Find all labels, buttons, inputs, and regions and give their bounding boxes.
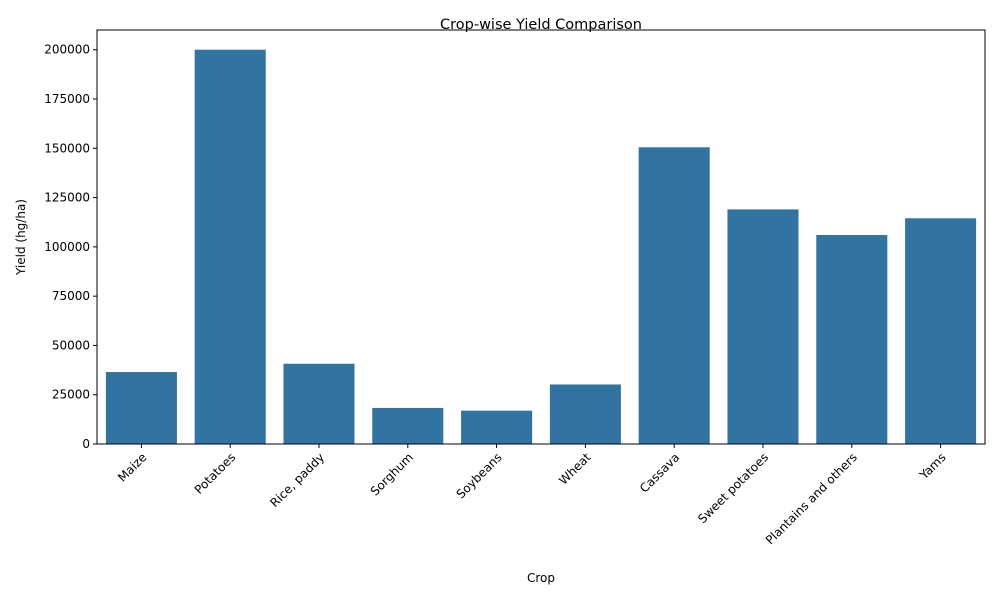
x-axis-ticks: Maize Potatoes Rice, paddy Sorghum Soybeans W…: [115, 444, 949, 547]
bar-maize: [105, 372, 177, 444]
y-axis-label: Yield (hg/ha): [14, 199, 28, 276]
y-tick-label: 175000: [44, 92, 90, 106]
bar-cassava: [638, 147, 710, 445]
y-tick-label: 125000: [44, 191, 90, 205]
y-tick-label: 25000: [52, 388, 90, 402]
y-tick-label: 0: [82, 437, 90, 451]
bar-potatoes: [194, 49, 266, 444]
x-tick-label: Cassava: [637, 450, 682, 495]
x-axis-label: Crop: [527, 571, 555, 585]
bar-yams: [905, 218, 977, 444]
x-tick-label: Rice, paddy: [267, 450, 327, 510]
x-tick-label: Potatoes: [192, 450, 239, 497]
x-tick-label: Plantains and others: [763, 450, 860, 547]
y-tick-label: 200000: [44, 43, 90, 57]
bar-wheat: [549, 384, 621, 444]
bar-soybeans: [461, 410, 533, 444]
y-tick-label: 75000: [52, 289, 90, 303]
x-tick-label: Maize: [115, 450, 149, 484]
y-tick-label: 150000: [44, 141, 90, 155]
bar-sorghum: [372, 407, 444, 444]
bars-group: [105, 49, 977, 445]
x-tick-label: Soybeans: [454, 450, 505, 501]
plot-frame: [96, 29, 986, 445]
x-tick-label: Sweet potatoes: [695, 450, 771, 526]
y-axis-ticks: 0 25000 50000 75000 100000 125000 150000 175000…: [44, 43, 97, 451]
y-tick-label: 50000: [52, 338, 90, 352]
x-tick-label: Wheat: [556, 450, 594, 488]
x-tick-label: Yams: [916, 450, 949, 483]
y-tick-label: 100000: [44, 240, 90, 254]
bar-rice-paddy: [283, 363, 355, 444]
bar-plantains-and-others: [816, 235, 888, 444]
bar-sweet-potatoes: [727, 209, 799, 444]
chart-title: Crop-wise Yield Comparison: [440, 17, 642, 33]
x-tick-label: Sorghum: [368, 450, 416, 498]
